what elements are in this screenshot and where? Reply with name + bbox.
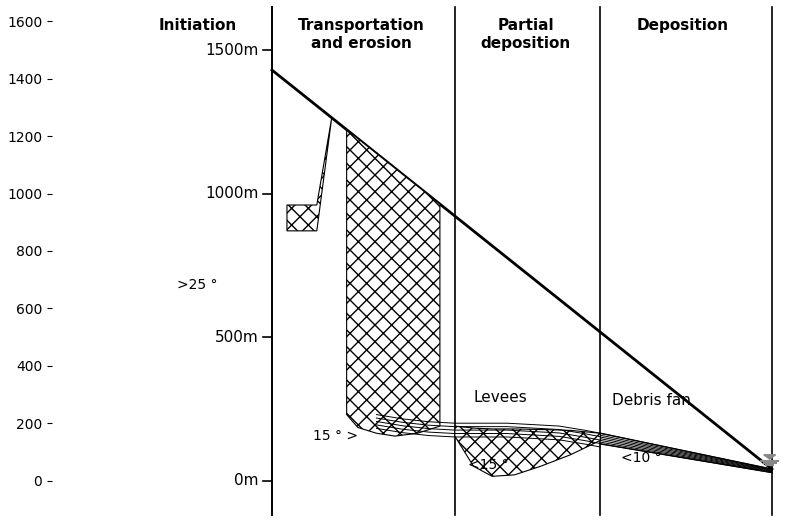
- Polygon shape: [347, 129, 440, 436]
- Text: <15 °: <15 °: [468, 458, 509, 472]
- Polygon shape: [287, 118, 332, 231]
- Text: Deposition: Deposition: [636, 18, 729, 33]
- Text: 1000m: 1000m: [205, 186, 258, 201]
- Text: Levees: Levees: [473, 390, 527, 405]
- Text: 500m: 500m: [215, 329, 258, 345]
- Text: Debris fan: Debris fan: [612, 393, 691, 408]
- Text: >25 °: >25 °: [177, 278, 217, 292]
- Text: <10 °: <10 °: [621, 450, 662, 465]
- Text: Partial
deposition: Partial deposition: [481, 18, 571, 51]
- Text: Transportation
and erosion: Transportation and erosion: [298, 18, 425, 51]
- Text: 1500m: 1500m: [205, 42, 258, 57]
- Text: 0m: 0m: [234, 473, 258, 488]
- Polygon shape: [455, 426, 601, 476]
- Polygon shape: [601, 433, 772, 472]
- Polygon shape: [764, 455, 776, 459]
- Text: Initiation: Initiation: [159, 18, 237, 33]
- Text: 15 ° >: 15 ° >: [313, 429, 358, 443]
